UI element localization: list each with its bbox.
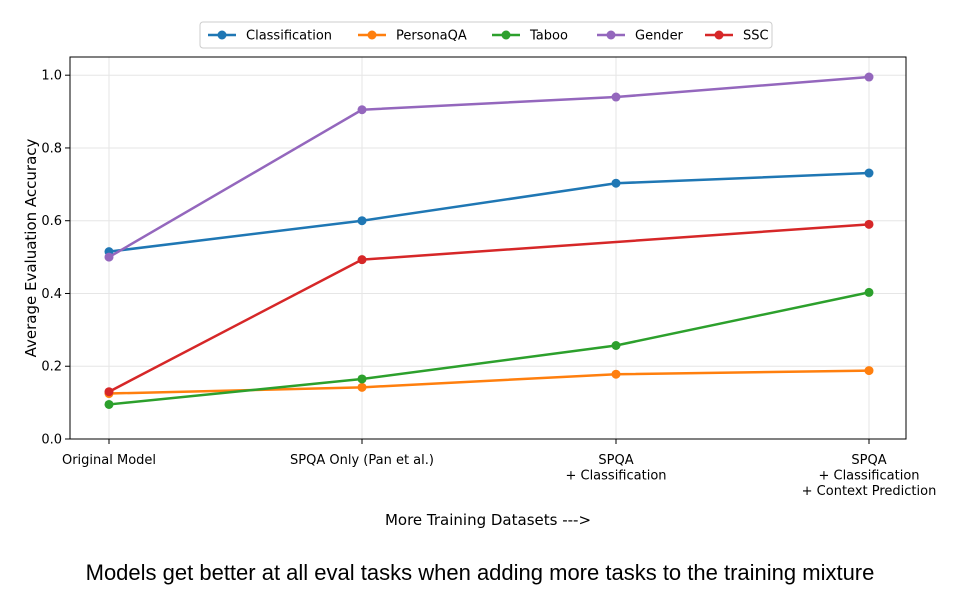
legend-marker-classification xyxy=(217,30,227,40)
data-point-gender xyxy=(104,252,114,262)
data-point-gender xyxy=(611,92,621,102)
data-point-ssc xyxy=(357,255,367,265)
data-point-taboo xyxy=(357,374,367,384)
series-line-classification xyxy=(107,171,871,253)
data-point-personaqa xyxy=(864,366,874,376)
data-point-classification xyxy=(611,178,621,188)
data-point-personaqa xyxy=(357,382,367,392)
x-tick-label: + Classification xyxy=(565,469,666,484)
series-line-gender xyxy=(107,75,871,259)
legend-marker-gender xyxy=(606,30,616,40)
x-tick-label: SPQA xyxy=(598,453,633,468)
x-tick-label: + Context Prediction xyxy=(802,484,937,499)
legend-label-personaqa: PersonaQA xyxy=(396,29,467,44)
data-point-gender xyxy=(357,105,367,115)
y-tick-label: 0.2 xyxy=(41,360,62,375)
legend-marker-ssc xyxy=(714,30,724,40)
plot-area-frame xyxy=(69,56,907,440)
y-tick-label: 1.0 xyxy=(41,69,62,84)
data-point-ssc xyxy=(104,387,114,397)
data-point-gender xyxy=(864,72,874,82)
x-tick-label: SPQA Only (Pan et al.) xyxy=(290,453,434,468)
data-point-classification xyxy=(864,168,874,178)
series-layer xyxy=(104,72,874,409)
y-tick-label: 0.0 xyxy=(41,433,62,448)
x-tick-label: SPQA xyxy=(851,453,886,468)
data-point-taboo xyxy=(104,399,114,409)
series-line-taboo xyxy=(107,291,871,406)
x-tick-label: + Classification xyxy=(818,469,919,484)
y-axis-ticks: 0.0 0.2 0.4 0.6 0.8 1.0 xyxy=(41,69,70,448)
x-tick-label: Original Model xyxy=(62,453,156,468)
legend: Classification PersonaQA Taboo Gender SSC xyxy=(199,21,773,49)
data-point-taboo xyxy=(611,341,621,351)
x-axis-label: More Training Datasets ---> xyxy=(385,511,591,529)
figure-caption: Models get better at all eval tasks when… xyxy=(85,560,875,585)
legend-marker-taboo xyxy=(501,30,511,40)
legend-label-ssc: SSC xyxy=(743,29,769,44)
data-point-classification xyxy=(357,216,367,226)
y-tick-label: 0.4 xyxy=(41,287,62,302)
legend-label-gender: Gender xyxy=(635,29,684,44)
data-point-ssc xyxy=(864,219,874,229)
legend-marker-personaqa xyxy=(367,30,377,40)
x-axis-ticks: Original Model SPQA Only (Pan et al.) SPQA… xyxy=(62,439,936,499)
legend-label-classification: Classification xyxy=(246,29,332,44)
legend-label-taboo: Taboo xyxy=(529,29,568,44)
data-point-personaqa xyxy=(611,369,621,379)
series-line-personaqa xyxy=(107,369,871,395)
y-tick-label: 0.6 xyxy=(41,214,62,229)
legend-frame xyxy=(199,21,773,49)
y-axis-label: Average Evaluation Accuracy xyxy=(22,139,40,358)
y-tick-label: 0.8 xyxy=(41,141,62,156)
data-point-taboo xyxy=(864,287,874,297)
